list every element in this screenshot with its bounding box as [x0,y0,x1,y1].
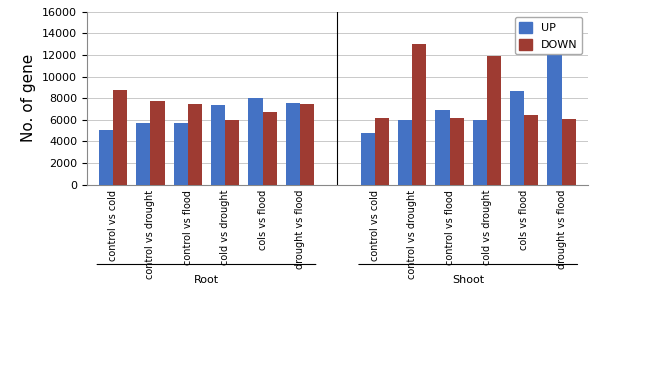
Y-axis label: No. of gene: No. of gene [21,54,37,142]
Bar [412,44,426,185]
Bar [211,105,225,185]
Bar [487,57,501,185]
Legend: UP, DOWN: UP, DOWN [514,17,582,54]
Bar [510,90,524,185]
Bar [99,130,113,185]
Bar [136,123,150,185]
Text: Root: Root [194,275,219,285]
Bar [174,123,188,185]
Bar [263,112,277,185]
Bar [436,110,450,185]
Bar [361,133,375,185]
Bar [300,104,314,185]
Text: Shoot: Shoot [452,275,484,285]
Bar [450,118,464,185]
Bar [188,104,202,185]
Bar [524,115,538,185]
Bar [225,121,239,185]
Bar [473,120,487,185]
Bar [286,102,300,185]
Bar [113,90,127,185]
Bar [562,119,576,185]
Bar [398,120,412,185]
Bar [150,101,164,185]
Bar [548,33,562,185]
Bar [375,118,389,185]
Bar [248,98,263,185]
